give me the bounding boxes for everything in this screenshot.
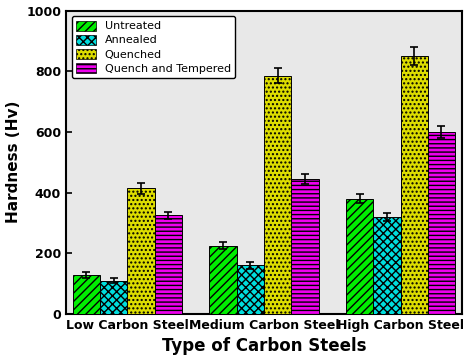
Bar — [128, 188, 155, 314]
X-axis label: Type of Carbon Steels: Type of Carbon Steels — [162, 338, 366, 356]
Bar — [264, 76, 291, 314]
Bar — [100, 280, 128, 314]
Y-axis label: Hardness (Hv): Hardness (Hv) — [6, 101, 20, 223]
Bar — [210, 246, 237, 314]
Legend: Untreated, Annealed, Quenched, Quench and Tempered: Untreated, Annealed, Quenched, Quench an… — [72, 16, 236, 78]
Bar — [291, 179, 319, 314]
Bar — [346, 199, 373, 314]
Bar — [155, 216, 182, 314]
Bar — [73, 275, 100, 314]
Bar — [237, 265, 264, 314]
Bar — [428, 132, 455, 314]
Bar — [401, 56, 428, 314]
Bar — [373, 217, 401, 314]
